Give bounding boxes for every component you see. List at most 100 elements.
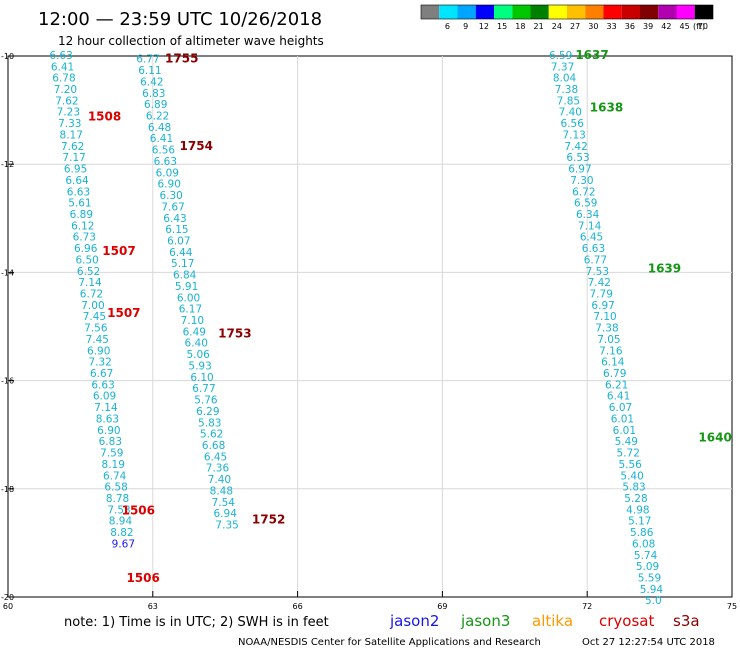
wave-height-value: 5.06: [186, 349, 210, 361]
color-scale-swatch: [439, 5, 458, 19]
wave-height-value: 6.73: [73, 232, 96, 244]
wave-height-value: 8.78: [106, 493, 129, 505]
wave-height-value: 5.56: [618, 459, 642, 471]
color-scale-swatch: [658, 5, 677, 19]
wave-height-value: 7.14: [578, 220, 602, 232]
footer-note: note: 1) Time is in UTC; 2) SWH is in fe…: [64, 615, 329, 630]
satellite-legend-cryosat: cryosat: [599, 612, 654, 630]
wave-height-value: 6.09: [93, 391, 116, 403]
wave-height-value: 5.28: [624, 493, 647, 505]
wave-height-value: 6.41: [51, 61, 74, 73]
wave-height-value: 6.83: [99, 436, 122, 448]
color-scale-swatch: [640, 5, 659, 19]
wave-height-value: 7.53: [107, 504, 130, 516]
wave-height-value: 5.83: [198, 417, 221, 429]
wave-height-value: 6.42: [140, 76, 163, 88]
wave-height-value: 6.67: [90, 368, 113, 380]
wave-height-value: 6.30: [159, 190, 182, 202]
wave-height-value: 5.74: [634, 550, 658, 562]
wave-height-value: 7.85: [557, 95, 580, 107]
wave-height-value: 7.42: [588, 277, 611, 289]
color-scale-label: 21: [534, 22, 544, 31]
x-tick-label: 63: [148, 602, 158, 611]
wave-height-value: 6.10: [190, 372, 213, 384]
wave-height-value: 8.63: [96, 413, 119, 425]
color-scale-label: 15: [497, 22, 507, 31]
wave-height-value: 6.43: [163, 213, 186, 225]
wave-height-value: 6.07: [609, 402, 632, 414]
pass-number-label: 1506: [122, 503, 155, 517]
color-scale-border: [420, 4, 714, 20]
wave-height-value: 6.49: [183, 326, 206, 338]
wave-height-value: 7.20: [54, 84, 77, 96]
wave-height-value: 7.56: [84, 323, 108, 335]
wave-height-value: 5.94: [640, 584, 664, 596]
satellite-legend-jason2: jason2: [389, 612, 439, 630]
satellite-legend: jason2 jason3 altika cryosat s3a: [389, 612, 700, 630]
wave-height-value: 5.49: [615, 436, 638, 448]
wave-height-value: 7.53: [586, 266, 609, 278]
color-scale-legend: 6 9 12 15 18 21 24 27 30 33 36 39 42 45 70(ft): [420, 4, 714, 31]
wave-height-value: 7.32: [88, 357, 111, 369]
wave-height-value: 6.41: [150, 133, 173, 145]
wave-height-value: 6.84: [173, 270, 197, 282]
satellite-legend-altika: altika: [532, 612, 573, 630]
wave-height-value: 5.93: [188, 360, 211, 372]
wave-height-value: 7.37: [551, 61, 574, 73]
y-tick-label: -12: [1, 160, 14, 169]
color-scale-swatch: [694, 5, 713, 19]
pass-number-label: 1506: [126, 571, 159, 585]
wave-height-value: 7.17: [62, 152, 85, 164]
wave-height-value: 7.38: [555, 84, 578, 96]
chart-title: 12:00 — 23:59 UTC 10/26/2018: [38, 9, 322, 30]
color-scale-label: 39: [643, 22, 653, 31]
wave-height-value: 7.16: [599, 345, 623, 357]
wave-height-value: 6.58: [104, 482, 127, 494]
color-scale-label: 9: [463, 22, 468, 31]
color-scale-label: 12: [479, 22, 489, 31]
x-tick-label: 66: [293, 602, 303, 611]
wave-height-value: 6.48: [148, 122, 171, 134]
pass-number-label: 1752: [252, 513, 285, 527]
wave-height-value: 6.59: [574, 198, 597, 210]
wave-height-value: 5.72: [617, 448, 640, 460]
wave-height-value: 8.04: [553, 73, 577, 85]
color-scale-unit: (ft): [693, 22, 705, 31]
wave-height-value: 5.83: [622, 482, 645, 494]
color-scale-label: 45: [680, 22, 690, 31]
wave-height-value: 6.14: [601, 357, 625, 369]
wave-height-value: 6.52: [77, 266, 100, 278]
plot-frame: [7, 55, 733, 598]
wave-height-value: 8.17: [60, 129, 83, 141]
wave-height-value: 7.10: [593, 311, 616, 323]
satellite-legend-jason3: jason3: [460, 612, 510, 630]
wave-height-value: 7.79: [590, 288, 613, 300]
wave-height-value: 5.59: [638, 573, 661, 585]
pass-number-label: 1639: [648, 262, 681, 276]
wave-height-value: 7.67: [161, 201, 184, 213]
pass-number-label: 1507: [107, 306, 140, 320]
wave-height-value: 6.96: [74, 243, 98, 255]
x-tick-label: 60: [3, 602, 13, 611]
data-marks: 6.636.416.787.207.627.237.338.177.627.17…: [49, 48, 731, 607]
wave-height-value: 7.38: [595, 323, 618, 335]
x-tick-label: 72: [582, 602, 592, 611]
wave-height-value: 7.40: [208, 474, 231, 486]
x-tick-label: 69: [437, 602, 447, 611]
wave-height-value: 6.45: [204, 451, 227, 463]
color-scale-swatch: [421, 5, 440, 19]
wave-height-value: 8.94: [109, 516, 133, 528]
wave-height-value: 6.56: [561, 118, 585, 130]
wave-height-value: 6.97: [568, 164, 591, 176]
wave-height-value: 6.77: [136, 54, 159, 66]
pass-number-label: 1753: [218, 327, 251, 341]
x-tick-label: 75: [727, 602, 737, 611]
wave-height-value: 7.14: [78, 277, 102, 289]
gridlines: [7, 55, 733, 598]
wave-height-value: 6.68: [202, 440, 225, 452]
color-scale-swatch: [603, 5, 622, 19]
wave-height-value: 7.33: [58, 118, 81, 130]
wave-height-value: 6.89: [70, 209, 93, 221]
wave-height-value: 6.95: [64, 164, 87, 176]
